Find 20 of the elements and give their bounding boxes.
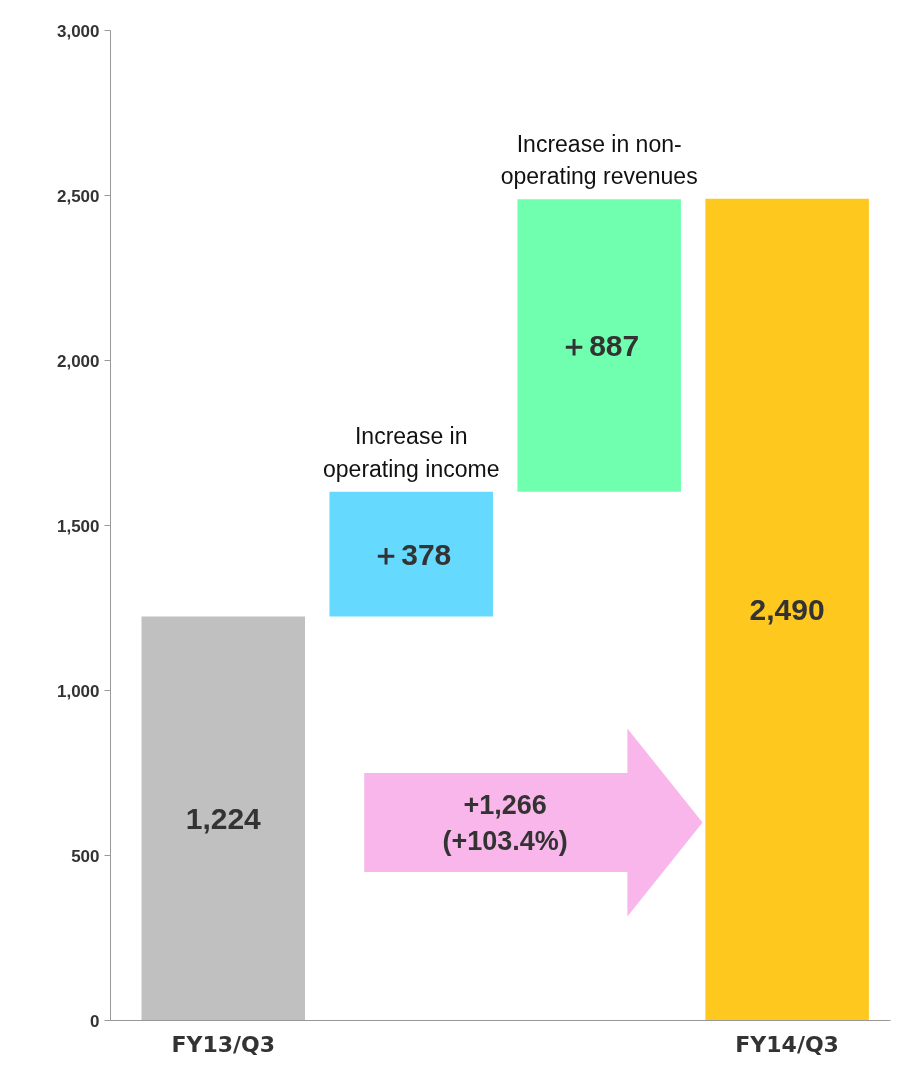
y-tick-label: 1,500 bbox=[56, 516, 100, 536]
data-label: 2,490 bbox=[749, 592, 825, 626]
y-tick-label: 3,000 bbox=[56, 21, 100, 41]
annotation: +1,266 (+103.4%) bbox=[442, 789, 568, 856]
bar bbox=[517, 199, 681, 492]
x-tick-label: FY14/Q3 bbox=[735, 1031, 839, 1057]
y-tick-label: 2,500 bbox=[56, 186, 100, 206]
annotation: Increase in non- operating revenues bbox=[500, 130, 698, 190]
y-tick-label: 0 bbox=[90, 1011, 100, 1031]
y-tick-label: 1,000 bbox=[56, 681, 100, 701]
bar bbox=[705, 198, 869, 1021]
y-tick-label: 2,000 bbox=[56, 351, 100, 371]
x-tick-label: FY13/Q3 bbox=[171, 1031, 276, 1057]
data-label: 1,224 bbox=[185, 801, 262, 835]
bar bbox=[141, 616, 306, 1021]
y-tick-label: 500 bbox=[71, 846, 100, 866]
data-label: ＋378 bbox=[371, 537, 452, 571]
annotation: Increase in operating income bbox=[323, 423, 500, 482]
bar bbox=[329, 491, 493, 617]
data-label: ＋887 bbox=[559, 328, 640, 362]
